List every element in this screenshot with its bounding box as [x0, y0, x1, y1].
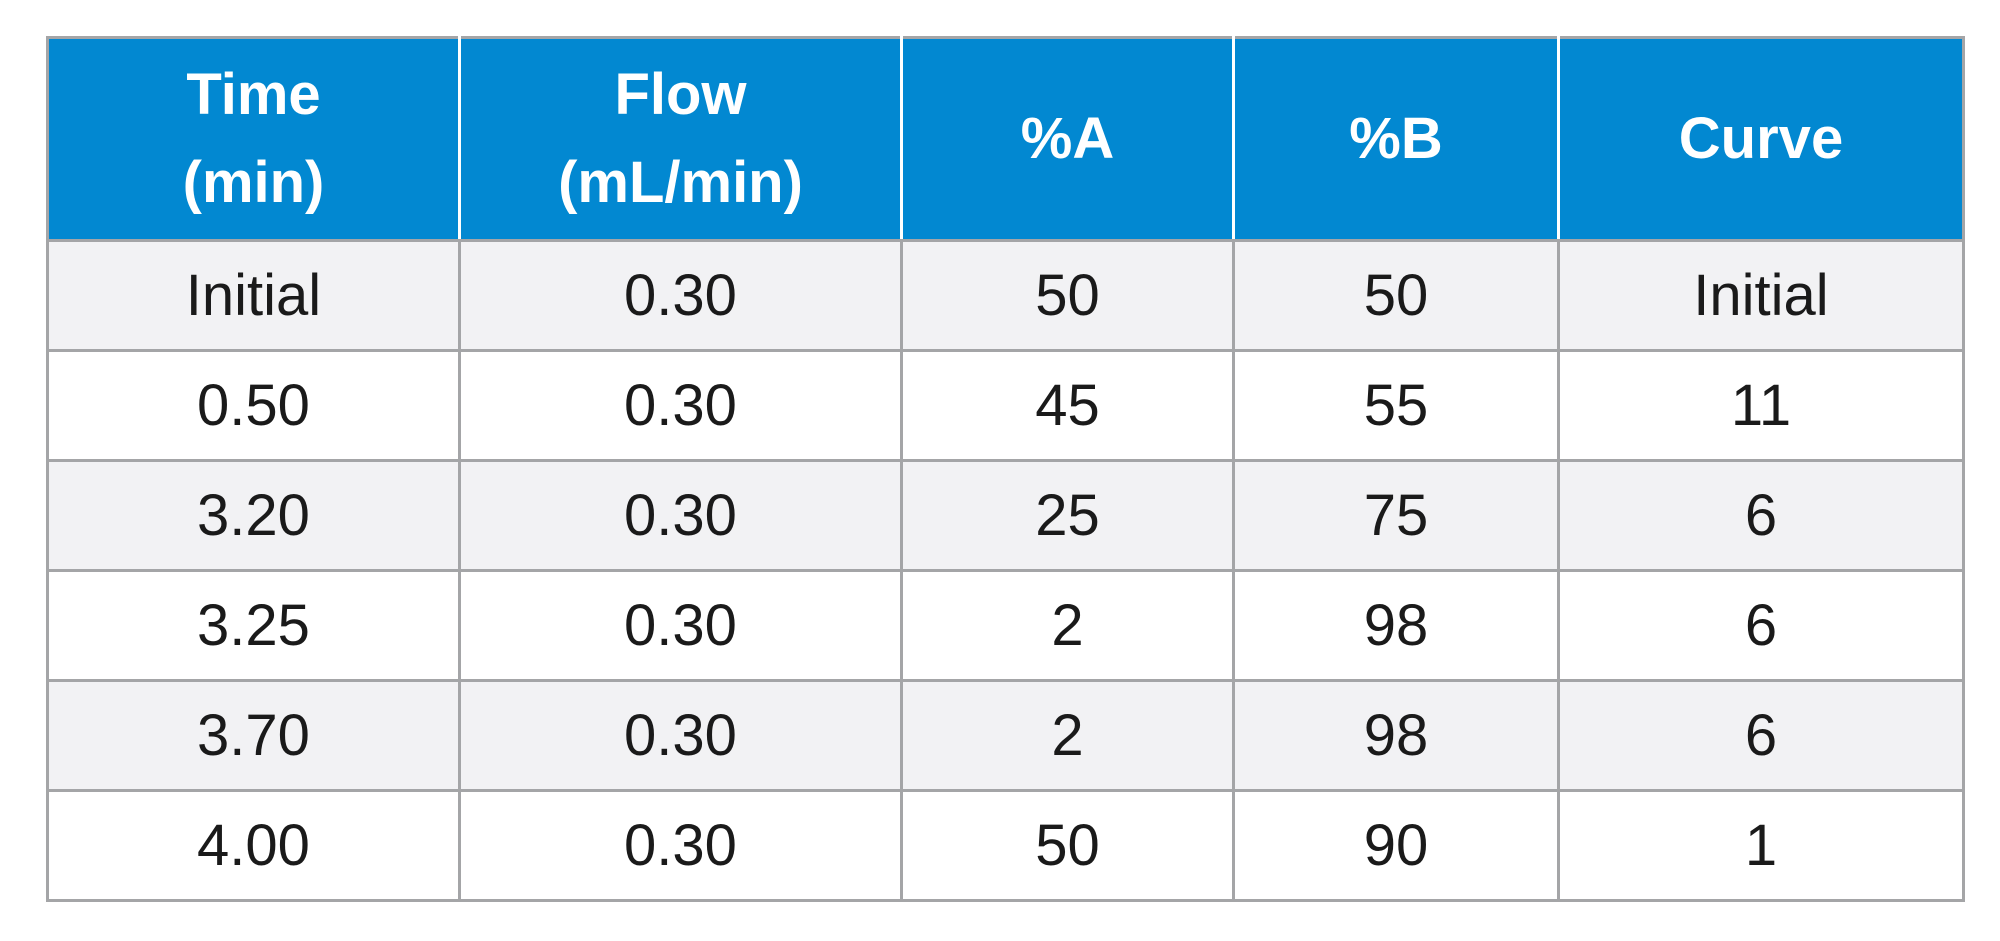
header-label: Time	[186, 62, 321, 127]
gradient-table-container: Time (min) Flow (mL/min) %A %B Curve	[46, 36, 1965, 902]
cell-flow: 0.30	[458, 569, 903, 682]
cell-percent-b: 90	[1232, 789, 1560, 902]
cell-flow: 0.30	[458, 679, 903, 792]
cell-time: 4.00	[46, 789, 461, 902]
cell-curve: Initial	[1557, 239, 1965, 352]
cell-percent-a: 45	[900, 349, 1235, 462]
cell-time: Initial	[46, 239, 461, 352]
cell-curve: 6	[1557, 679, 1965, 792]
cell-time: 0.50	[46, 349, 461, 462]
table-row: 4.00 0.30 50 90 1	[46, 789, 1965, 902]
cell-time: 3.20	[46, 459, 461, 572]
cell-curve: 6	[1557, 569, 1965, 682]
column-header-curve: Curve	[1557, 37, 1965, 242]
gradient-table: Time (min) Flow (mL/min) %A %B Curve	[46, 36, 1965, 902]
column-header-percent-a: %A	[900, 37, 1235, 242]
cell-percent-b: 75	[1232, 459, 1560, 572]
header-label: %B	[1349, 106, 1443, 171]
header-label: Curve	[1678, 106, 1844, 171]
column-header-time: Time (min)	[46, 37, 461, 242]
header-label: %A	[1020, 106, 1115, 171]
table-row: 0.50 0.30 45 55 11	[46, 349, 1965, 462]
cell-percent-b: 98	[1232, 679, 1560, 792]
cell-curve: 6	[1557, 459, 1965, 572]
cell-percent-a: 25	[900, 459, 1235, 572]
cell-percent-b: 50	[1232, 239, 1560, 352]
cell-curve: 1	[1557, 789, 1965, 902]
header-unit: (mL/min)	[558, 150, 803, 215]
column-header-flow: Flow (mL/min)	[458, 37, 903, 242]
column-header-percent-b: %B	[1232, 37, 1560, 242]
cell-curve: 11	[1557, 349, 1965, 462]
cell-time: 3.70	[46, 679, 461, 792]
cell-percent-a: 50	[900, 239, 1235, 352]
cell-percent-a: 50	[900, 789, 1235, 902]
cell-flow: 0.30	[458, 239, 903, 352]
cell-flow: 0.30	[458, 349, 903, 462]
cell-percent-b: 98	[1232, 569, 1560, 682]
table-row: 3.20 0.30 25 75 6	[46, 459, 1965, 572]
header-row: Time (min) Flow (mL/min) %A %B Curve	[46, 37, 1965, 242]
cell-percent-a: 2	[900, 679, 1235, 792]
header-label: Flow	[614, 62, 747, 127]
cell-percent-a: 2	[900, 569, 1235, 682]
cell-time: 3.25	[46, 569, 461, 682]
table-row: 3.70 0.30 2 98 6	[46, 679, 1965, 792]
table-row: Initial 0.30 50 50 Initial	[46, 239, 1965, 352]
table-row: 3.25 0.30 2 98 6	[46, 569, 1965, 682]
cell-flow: 0.30	[458, 789, 903, 902]
cell-flow: 0.30	[458, 459, 903, 572]
header-unit: (min)	[182, 150, 325, 215]
cell-percent-b: 55	[1232, 349, 1560, 462]
